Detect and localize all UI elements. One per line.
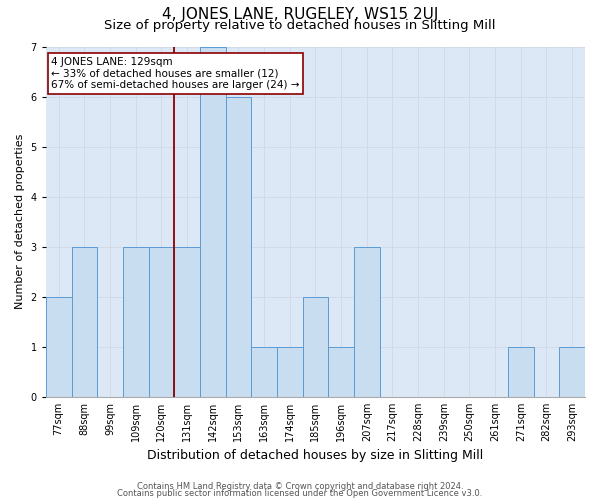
Bar bbox=[123, 246, 149, 397]
Bar bbox=[328, 347, 354, 397]
Text: Size of property relative to detached houses in Slitting Mill: Size of property relative to detached ho… bbox=[104, 19, 496, 32]
Bar bbox=[46, 297, 71, 397]
Text: Contains HM Land Registry data © Crown copyright and database right 2024.: Contains HM Land Registry data © Crown c… bbox=[137, 482, 463, 491]
Bar bbox=[277, 347, 302, 397]
Y-axis label: Number of detached properties: Number of detached properties bbox=[15, 134, 25, 310]
Bar bbox=[71, 246, 97, 397]
Bar bbox=[149, 246, 174, 397]
Bar bbox=[302, 297, 328, 397]
Bar bbox=[174, 246, 200, 397]
Text: 4 JONES LANE: 129sqm
← 33% of detached houses are smaller (12)
67% of semi-detac: 4 JONES LANE: 129sqm ← 33% of detached h… bbox=[51, 57, 300, 90]
Text: Contains public sector information licensed under the Open Government Licence v3: Contains public sector information licen… bbox=[118, 489, 482, 498]
X-axis label: Distribution of detached houses by size in Slitting Mill: Distribution of detached houses by size … bbox=[147, 450, 484, 462]
Bar bbox=[559, 347, 585, 397]
Text: 4, JONES LANE, RUGELEY, WS15 2UJ: 4, JONES LANE, RUGELEY, WS15 2UJ bbox=[162, 8, 438, 22]
Bar bbox=[508, 347, 533, 397]
Bar bbox=[354, 246, 380, 397]
Bar bbox=[226, 96, 251, 397]
Bar bbox=[251, 347, 277, 397]
Bar bbox=[200, 46, 226, 397]
